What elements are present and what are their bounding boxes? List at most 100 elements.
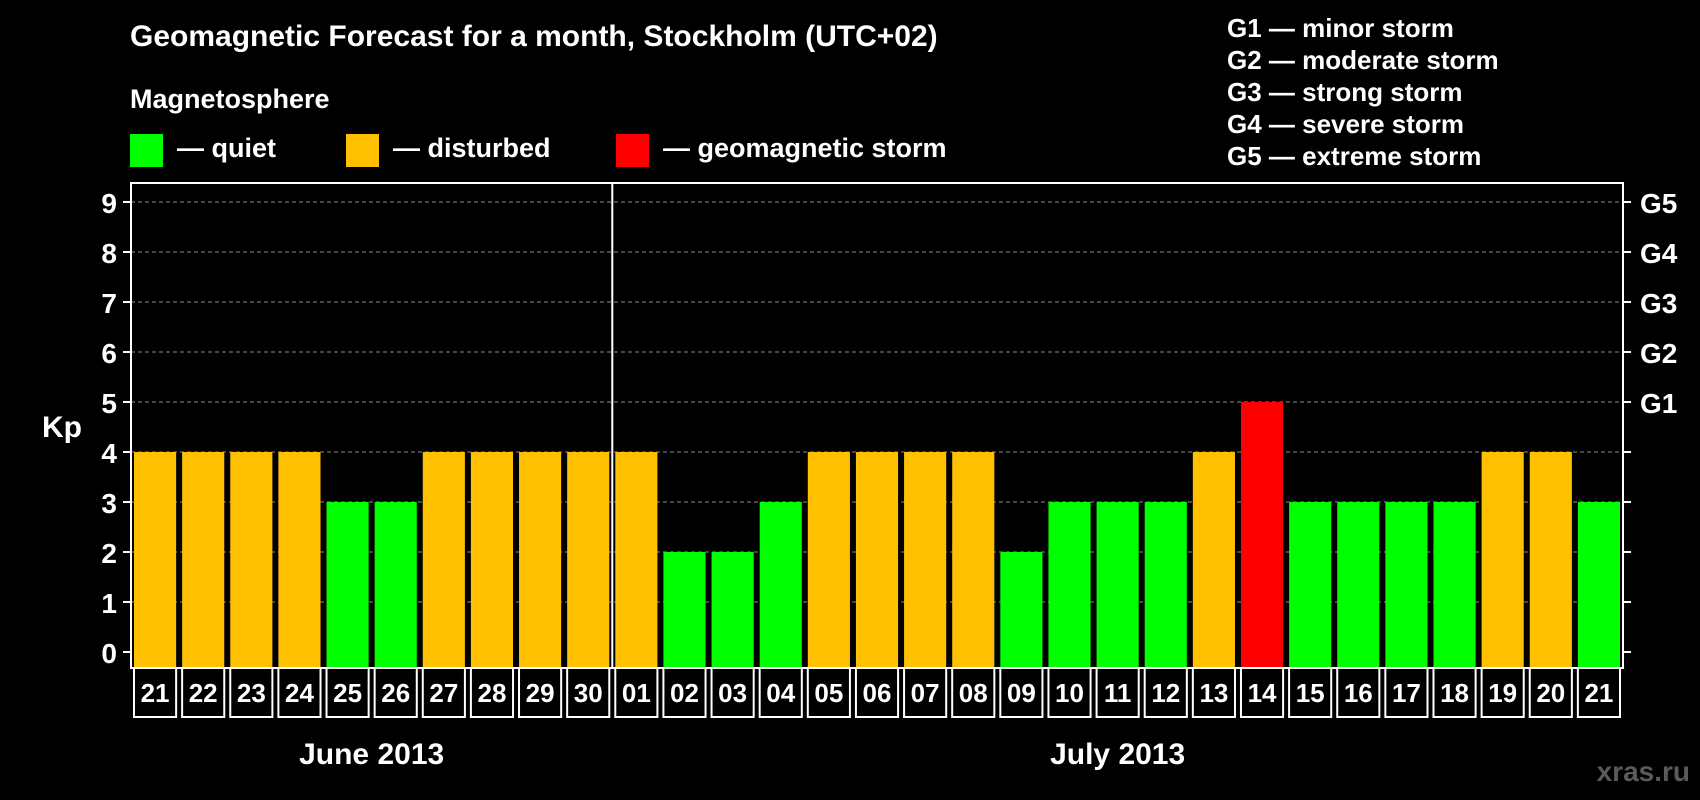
bar	[278, 452, 321, 668]
y-tick-label: 0	[101, 638, 117, 669]
bar	[1144, 502, 1187, 668]
x-tick-label: 16	[1344, 678, 1373, 708]
category-box	[1143, 667, 1188, 718]
bar	[1481, 452, 1524, 668]
category-box	[710, 667, 755, 718]
bar	[1048, 502, 1091, 668]
x-tick-label: 18	[1440, 678, 1469, 708]
x-tick-label: 14	[1248, 678, 1277, 708]
x-tick-label: 21	[1584, 678, 1613, 708]
x-tick-label: 03	[718, 678, 747, 708]
bar	[1529, 452, 1572, 668]
bar	[374, 502, 417, 668]
category-box	[999, 667, 1044, 718]
storm-scale-g4: G4 — severe storm	[1227, 109, 1465, 139]
x-tick-label: 24	[285, 678, 314, 708]
category-box	[1432, 667, 1477, 718]
y-tick-label: 3	[101, 488, 117, 519]
x-tick-label: 26	[381, 678, 410, 708]
x-tick-label: 21	[141, 678, 170, 708]
category-box	[951, 667, 996, 718]
category-box	[614, 667, 659, 718]
legend-label-quiet: — quiet	[177, 133, 276, 163]
x-tick-label: 05	[814, 678, 843, 708]
bar	[1385, 502, 1428, 668]
legend-label-disturbed: — disturbed	[393, 133, 551, 163]
legend-swatch-quiet	[130, 134, 163, 167]
x-tick-label: 12	[1151, 678, 1180, 708]
x-tick-label: 11	[1104, 678, 1132, 708]
category-box	[421, 667, 466, 718]
x-tick-label: 30	[574, 678, 603, 708]
y-tick-label: 4	[101, 438, 117, 469]
bar	[470, 452, 514, 668]
legend-swatch-storm	[616, 134, 649, 167]
bar	[1096, 502, 1139, 668]
x-tick-label: 28	[478, 678, 507, 708]
legend-label-storm: — geomagnetic storm	[663, 133, 947, 163]
storm-scale-g3: G3 — strong storm	[1227, 77, 1463, 107]
page-title: Geomagnetic Forecast for a month, Stockh…	[130, 20, 938, 53]
y-tick-label: 2	[101, 538, 117, 569]
category-box	[1239, 667, 1285, 718]
bar	[567, 452, 610, 668]
category-box	[566, 667, 611, 718]
y-tick-label: 6	[101, 338, 117, 369]
y-tick-label: 1	[101, 588, 117, 619]
bar	[422, 452, 465, 668]
category-box	[1384, 667, 1429, 718]
category-box	[1095, 667, 1140, 718]
category-box	[1047, 667, 1092, 718]
category-box	[758, 667, 803, 718]
x-tick-label: 22	[189, 678, 218, 708]
category-box	[373, 667, 418, 718]
x-tick-label: 10	[1055, 678, 1084, 708]
category-box	[903, 667, 948, 718]
bar	[711, 552, 754, 668]
category-box	[325, 667, 370, 718]
category-box	[277, 667, 322, 718]
bar	[1577, 502, 1620, 668]
x-tick-label: 27	[429, 678, 458, 708]
bar	[230, 452, 273, 668]
category-box	[518, 667, 563, 718]
y-tick-label: 9	[101, 188, 117, 219]
y-axis-title: Kp	[42, 411, 82, 444]
bar	[1240, 402, 1284, 668]
x-tick-label: 08	[959, 678, 988, 708]
category-box	[1288, 667, 1333, 718]
bar	[1433, 502, 1476, 668]
x-tick-label: 01	[622, 678, 651, 708]
x-tick-label: 20	[1536, 678, 1565, 708]
legend-swatch-disturbed	[346, 134, 379, 167]
y-tick-label: 8	[101, 238, 117, 269]
bar	[759, 502, 802, 668]
x-tick-label: 15	[1296, 678, 1325, 708]
watermark: xras.ru	[1596, 756, 1690, 787]
x-tick-label: 07	[911, 678, 940, 708]
legend-heading: Magnetosphere	[130, 84, 330, 114]
bar	[1000, 552, 1043, 668]
x-tick-label: 04	[766, 678, 795, 708]
storm-scale-g1: G1 — minor storm	[1227, 13, 1454, 43]
bar	[182, 452, 225, 668]
x-tick-label: 17	[1392, 678, 1421, 708]
y-tick-label: 7	[101, 288, 117, 319]
category-box	[229, 667, 274, 718]
x-tick-label: 23	[237, 678, 266, 708]
category-box	[1336, 667, 1381, 718]
bars	[134, 402, 1620, 668]
x-tick-label: 02	[670, 678, 699, 708]
x-tick-label: 29	[526, 678, 555, 708]
x-tick-label: 25	[333, 678, 362, 708]
x-tick-label: 19	[1488, 678, 1517, 708]
category-box	[469, 667, 515, 718]
bar	[663, 552, 706, 668]
category-box	[1480, 667, 1525, 718]
category-box	[662, 667, 707, 718]
bar	[855, 452, 899, 668]
g-level-label: G5	[1640, 188, 1677, 219]
x-tick-label: 09	[1007, 678, 1036, 708]
category-box	[806, 667, 851, 718]
